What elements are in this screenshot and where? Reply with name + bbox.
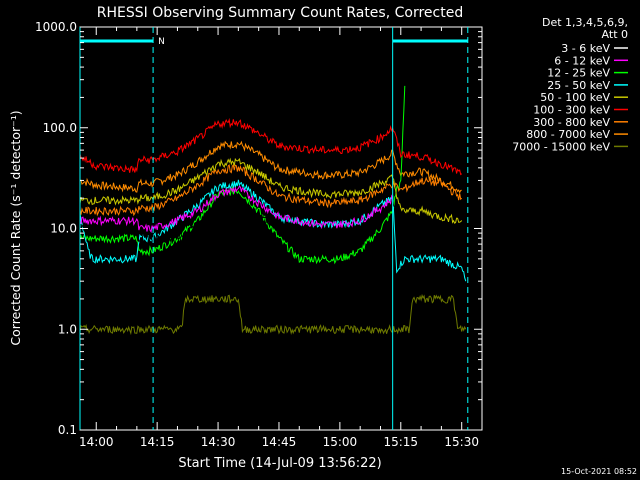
plot-area: N [79,26,483,431]
legend-entry-label: 3 - 6 keV [561,42,610,55]
series-line-12-25-kev [79,85,406,265]
legend-entry-label: 50 - 100 keV [540,91,610,104]
series-layer [79,85,467,336]
series-line-7000-15000-kev [79,293,467,336]
y-tick-label: 10.0 [50,222,77,236]
series-line-6-12-kev [79,185,394,233]
series-line-50-100-kev [79,157,463,224]
x-tick-label: 14:45 [262,435,297,449]
legend-entry-label: 300 - 800 keV [533,116,610,129]
generated-timestamp: 15-Oct-2021 08:52 [561,467,637,476]
y-tick-label: 0.1 [58,423,77,437]
x-tick-label: 14:00 [79,435,114,449]
y-tick-label: 1.0 [58,322,77,336]
x-tick-label: 14:15 [140,435,175,449]
legend-entry-label: 800 - 7000 keV [526,128,610,141]
y-tick-label: 100.0 [43,121,77,135]
night-marker-label: N [158,37,165,47]
legend-header-line-2: Att 0 [602,28,628,41]
y-axis-label: Corrected Count Rate (s⁻¹ detector⁻¹) [8,110,23,345]
series-line-300-800-kev [79,164,463,217]
chart-title: RHESSI Observing Summary Count Rates, Co… [97,5,463,21]
legend-entry-label: 12 - 25 keV [547,67,610,80]
y-tick-label: 1000.0 [35,20,77,34]
x-tick-label: 14:30 [201,435,236,449]
series-line-800-7000-kev [79,140,462,194]
legend-entry-label: 6 - 12 keV [554,54,610,67]
series-line-25-50-kev [79,179,467,282]
x-axis: 14:00 14:15 14:30 14:45 15:00 15:15 15:30 [79,27,479,449]
legend-entry-label: 7000 - 15000 keV [512,140,610,153]
legend-entry-label: 100 - 300 keV [533,104,610,117]
x-tick-label: 15:30 [444,435,479,449]
x-axis-label: Start Time (14-Jul-09 13:56:22) [178,456,381,471]
x-tick-label: 15:15 [383,435,418,449]
series-line-100-300-kev [79,117,463,176]
y-axis: 0.1 1.0 10.0 100.0 1000.0 [35,20,482,437]
legend-entry-label: 25 - 50 keV [547,79,610,92]
x-tick-label: 15:00 [323,435,358,449]
legend-header-line-1: Det 1,3,4,5,6,9, [542,16,628,29]
